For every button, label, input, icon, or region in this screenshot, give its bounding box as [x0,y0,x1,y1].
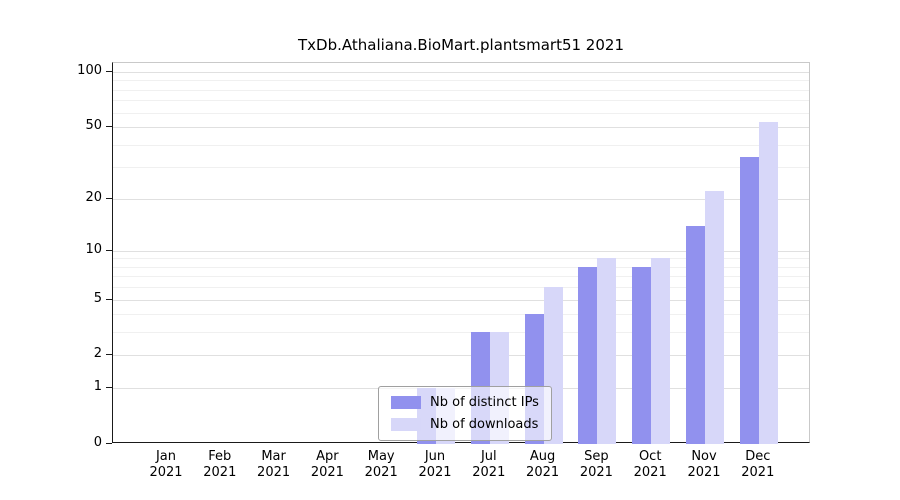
gridline [113,198,809,200]
bar-distinct-ips [578,266,598,444]
gridline-minor [113,266,809,268]
bar-distinct-ips [739,157,759,444]
gridline [113,355,809,357]
gridline [113,127,809,129]
legend: Nb of distinct IPs Nb of downloads [378,386,552,441]
y-tick-label: 50 [85,118,102,134]
bar-distinct-ips [632,266,652,444]
y-tick-label: 20 [85,189,102,205]
legend-swatch-distinct-ips [391,396,421,409]
gridline [113,72,809,73]
legend-label-distinct-ips: Nb of distinct IPs [430,395,539,410]
x-tick-label: Dec 2021 [741,449,775,480]
legend-label-downloads: Nb of downloads [430,417,539,432]
x-tick-label: Apr 2021 [310,449,344,480]
bar-downloads [651,258,671,444]
y-tick-label: 100 [77,63,102,78]
y-tick-mark [106,443,112,444]
gridline-minor [113,332,809,334]
x-tick-label: Oct 2021 [633,449,667,480]
y-tick-label: 5 [93,290,102,306]
gridline-minor [113,112,809,114]
x-tick-label: Nov 2021 [687,449,721,480]
gridline [113,299,809,301]
x-tick-label: Jan 2021 [149,449,183,480]
y-tick-label: 0 [93,435,102,450]
gridline [113,250,809,252]
x-tick-label: Jun 2021 [418,449,452,480]
bar-downloads [597,258,617,444]
gridline-minor [113,89,809,91]
x-tick-label: Sep 2021 [579,449,613,480]
x-tick-label: Aug 2021 [526,449,560,480]
bar-distinct-ips [686,225,705,444]
chart-title: TxDb.Athaliana.BioMart.plantsmart51 2021 [297,36,624,54]
gridline-minor [113,144,809,146]
x-tick-label: May 2021 [364,449,398,480]
legend-item-downloads: Nb of downloads [391,417,539,432]
x-tick-label: Mar 2021 [257,449,291,480]
legend-item-distinct-ips: Nb of distinct IPs [391,395,539,410]
bar-downloads [705,191,724,444]
x-tick-label: Feb 2021 [203,449,237,480]
gridline-minor [113,80,809,82]
gridline-minor [113,167,809,169]
bar-downloads [758,122,778,444]
legend-swatch-downloads [391,418,421,431]
gridline-minor [113,100,809,102]
y-tick-label: 1 [93,379,102,395]
gridline-minor [113,276,809,278]
y-tick-label: 10 [85,241,102,257]
gridline-minor [113,314,809,316]
y-tick-label: 2 [93,346,102,362]
gridline-minor [113,287,809,289]
x-tick-label: Jul 2021 [472,449,506,480]
gridline-minor [113,258,809,260]
